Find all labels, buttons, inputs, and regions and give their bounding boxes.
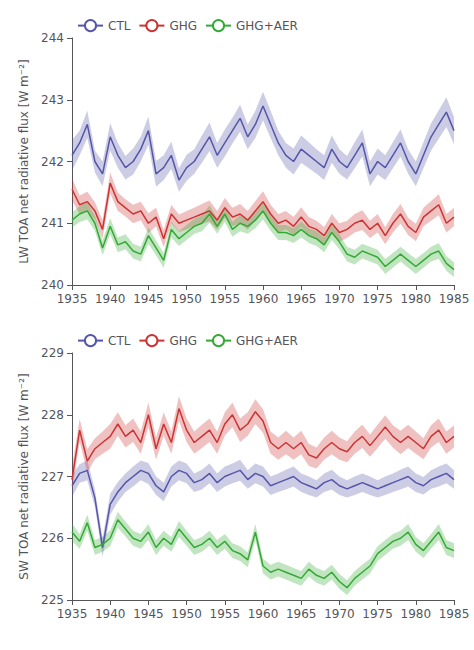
svg-text:1940: 1940 bbox=[95, 292, 126, 306]
svg-text:1985: 1985 bbox=[439, 607, 470, 621]
svg-text:1985: 1985 bbox=[439, 292, 470, 306]
svg-text:1950: 1950 bbox=[171, 607, 202, 621]
svg-text:225: 225 bbox=[41, 593, 64, 607]
svg-text:240: 240 bbox=[41, 278, 64, 292]
svg-text:GHG: GHG bbox=[169, 19, 197, 33]
svg-text:1935: 1935 bbox=[57, 292, 88, 306]
svg-text:244: 244 bbox=[41, 31, 64, 45]
svg-text:1955: 1955 bbox=[210, 292, 241, 306]
svg-text:GHG+AER: GHG+AER bbox=[236, 19, 298, 33]
svg-text:1955: 1955 bbox=[210, 607, 241, 621]
svg-text:241: 241 bbox=[41, 216, 64, 230]
svg-text:CTL: CTL bbox=[108, 334, 131, 348]
svg-text:1945: 1945 bbox=[133, 292, 164, 306]
svg-text:SW TOA net radiative flux [W m: SW TOA net radiative flux [W m⁻²] bbox=[17, 373, 31, 579]
svg-text:1970: 1970 bbox=[324, 607, 355, 621]
svg-text:1975: 1975 bbox=[362, 607, 393, 621]
svg-text:228: 228 bbox=[41, 408, 64, 422]
svg-text:1960: 1960 bbox=[248, 292, 279, 306]
svg-text:1950: 1950 bbox=[171, 292, 202, 306]
svg-text:1970: 1970 bbox=[324, 292, 355, 306]
svg-text:1975: 1975 bbox=[362, 292, 393, 306]
svg-text:GHG+AER: GHG+AER bbox=[236, 334, 298, 348]
svg-text:CTL: CTL bbox=[108, 19, 131, 33]
svg-text:1940: 1940 bbox=[95, 607, 126, 621]
svg-text:1965: 1965 bbox=[286, 607, 317, 621]
svg-text:243: 243 bbox=[41, 93, 64, 107]
svg-text:1945: 1945 bbox=[133, 607, 164, 621]
svg-text:1935: 1935 bbox=[57, 607, 88, 621]
svg-text:226: 226 bbox=[41, 531, 64, 545]
svg-text:227: 227 bbox=[41, 470, 64, 484]
svg-text:242: 242 bbox=[41, 155, 64, 169]
svg-text:GHG: GHG bbox=[169, 334, 197, 348]
svg-text:1980: 1980 bbox=[401, 607, 432, 621]
svg-text:1960: 1960 bbox=[248, 607, 279, 621]
svg-text:229: 229 bbox=[41, 346, 64, 360]
svg-text:1980: 1980 bbox=[401, 292, 432, 306]
svg-text:LW TOA net radiative flux [W m: LW TOA net radiative flux [W m⁻²] bbox=[17, 59, 31, 263]
svg-text:1965: 1965 bbox=[286, 292, 317, 306]
